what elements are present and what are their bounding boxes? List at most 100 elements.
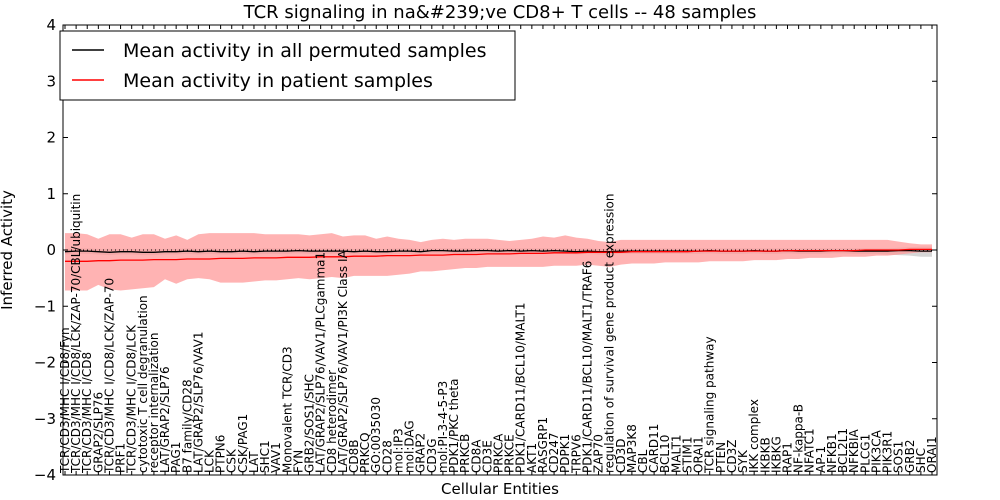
category-label: TCR/CD3/MHC I/CD8/Fyn xyxy=(58,327,72,474)
category-label: CD3Z xyxy=(725,440,739,473)
category-label: STIM1 xyxy=(681,437,695,473)
y-tick-label: 0 xyxy=(46,241,56,259)
category-label: LAT/GRAP2/SLP76/VAV1/PI3K Class IA xyxy=(336,249,350,473)
category-label: PIK3R1 xyxy=(881,431,895,473)
category-label: PDK1/CARD11/BCL10/MALT1/TRAF6 xyxy=(580,261,594,473)
category-label: IKBKG xyxy=(769,436,783,473)
y-tick-label: 2 xyxy=(46,129,56,147)
category-label: IKBKB xyxy=(758,437,772,473)
category-label: PRKCQ xyxy=(358,432,372,473)
category-label: SHC xyxy=(914,448,928,473)
category-label: ORAI1 xyxy=(692,436,706,473)
category-label: NFKBIA xyxy=(847,428,861,473)
y-tick-label: −4 xyxy=(34,466,56,484)
category-label: PTPN6 xyxy=(214,435,228,473)
y-tick-label: −3 xyxy=(34,410,56,428)
category-label: CBL xyxy=(636,449,650,473)
category-label: VAV1 xyxy=(269,442,283,473)
category-label: PLCG1 xyxy=(858,434,872,473)
legend-entry-patient: Mean activity in patient samples xyxy=(123,70,433,92)
legend: Mean activity in all permuted samples Me… xyxy=(59,30,516,101)
category-label: CD247 xyxy=(547,432,561,473)
x-axis-ticks xyxy=(64,25,933,475)
legend-box xyxy=(59,30,516,101)
category-label: SHC1 xyxy=(258,440,272,473)
category-label: PTEN xyxy=(714,442,728,473)
category-label: RAP1 xyxy=(781,442,795,473)
category-label: B7 family/CD28 xyxy=(180,379,194,473)
category-label: ZAP70 xyxy=(592,434,606,473)
category-label: CD8 heterodimer xyxy=(325,370,339,473)
category-label: TCR signaling pathway xyxy=(703,336,717,474)
category-label: cytotoxic T cell degranulation xyxy=(136,295,150,473)
category-label: MAP3K8 xyxy=(625,424,639,473)
category-label: ORAI1 xyxy=(925,436,939,473)
y-axis-ticks: −4 −3 −2 −1 0 1 2 3 4 xyxy=(34,16,937,484)
category-label: FYN xyxy=(291,450,305,473)
chart-title: TCR signaling in na&#239;ve CD8+ T cells… xyxy=(243,2,757,23)
category-label: NF-kappa-B xyxy=(792,404,806,473)
category-label: LAT xyxy=(247,451,261,473)
y-tick-label: −1 xyxy=(34,297,56,315)
y-tick-label: 4 xyxy=(46,16,56,34)
category-label: TRPV6 xyxy=(569,434,583,474)
category-label: GRB2 xyxy=(903,439,917,473)
confidence-bands xyxy=(65,233,932,291)
category-label: MALT1 xyxy=(669,434,683,473)
y-tick-label: −2 xyxy=(34,354,56,372)
category-label: AP-1 xyxy=(814,446,828,473)
category-label: mol:DAG xyxy=(403,420,417,473)
category-label: SYK xyxy=(736,449,750,473)
category-label: Monovalent TCR/CD3 xyxy=(280,346,294,473)
category-label: CD28 xyxy=(380,440,394,473)
category-label: NFATC1 xyxy=(803,428,817,473)
y-tick-label: 3 xyxy=(46,72,56,90)
category-label: CD3E xyxy=(480,440,494,473)
category-label: PIK3CA xyxy=(869,429,883,473)
patient-mean-line xyxy=(65,248,932,262)
category-label: LAT/GRAP2/SLP76 xyxy=(158,366,172,473)
category-label: receptor internalization xyxy=(147,333,161,473)
category-label: GO:0035030 xyxy=(369,397,383,473)
category-label: PRKCB xyxy=(458,434,472,473)
patient-band xyxy=(65,233,932,291)
category-label: CD3D xyxy=(614,439,628,474)
category-label: GRAP2 xyxy=(414,433,428,473)
category-label: RASGRP1 xyxy=(536,417,550,473)
category-label: TCR/CD3/MHC I/CD8 xyxy=(80,352,94,474)
category-label: PRKCA xyxy=(492,433,506,473)
category-label: CSK xyxy=(225,448,239,473)
x-axis-label: Cellular Entities xyxy=(441,480,559,498)
category-label: mol:IP3 xyxy=(392,428,406,473)
category-label: GRAP2/SLP76 xyxy=(91,392,105,473)
category-label: NFKB1 xyxy=(825,433,839,473)
category-label: PAG1 xyxy=(169,442,183,473)
legend-entry-permuted: Mean activity in all permuted samples xyxy=(123,40,486,62)
category-label: BCL10 xyxy=(658,435,672,473)
category-label: PRKCE xyxy=(503,434,517,473)
category-label: SOS1 xyxy=(892,441,906,473)
category-label: TCR/CD3/MHC I/CD8/LCK/ZAP-70 xyxy=(103,278,117,474)
category-label: PDK1/PKC theta xyxy=(447,379,461,473)
category-label: CD8A xyxy=(469,439,483,473)
category-label: CD8B xyxy=(347,440,361,474)
category-label: CD3G xyxy=(425,438,439,473)
category-label: BCL2L1 xyxy=(836,428,850,473)
category-label: regulation of survival gene product expr… xyxy=(603,194,617,473)
category-label: IKK complex xyxy=(747,399,761,473)
series-lines xyxy=(64,248,932,262)
y-axis-label: Inferred Activity xyxy=(0,190,16,310)
category-label: PRF1 xyxy=(114,443,128,473)
category-label: GRB2/SOS1/SHC xyxy=(303,374,317,473)
category-label: CARD11 xyxy=(647,424,661,473)
category-label: CSK/PAG1 xyxy=(236,414,250,473)
category-label: AKT1 xyxy=(525,443,539,473)
category-label: LAT/GRAP2/SLP76/VAV1 xyxy=(191,332,205,473)
category-label: LAT/GRAP2/SLP76/VAV1/PLCgamma1 xyxy=(314,252,328,473)
y-tick-label: 1 xyxy=(46,185,56,203)
category-label: TCR/CD3/MHC I/CD8/LCK/ZAP-70/CBL/ubiquit… xyxy=(69,194,83,474)
category-label: TCR/CD3/MHC I/CD8/LCK xyxy=(125,324,139,474)
